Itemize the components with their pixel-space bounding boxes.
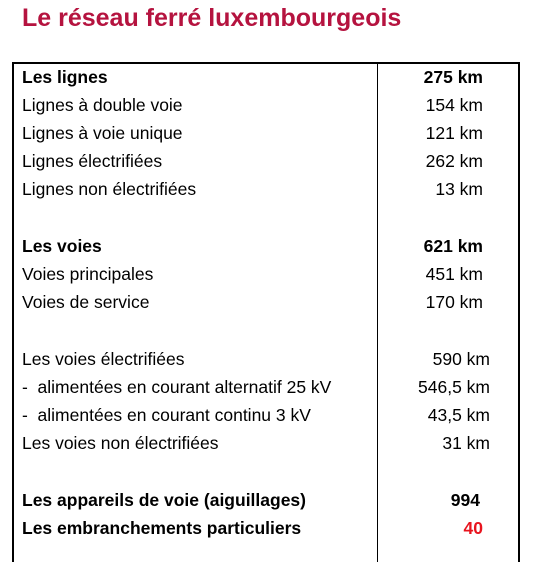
row-value: 590 km (432, 349, 490, 369)
row-value: 40 (463, 518, 483, 538)
row-value: 275 km (423, 67, 483, 87)
row-value: 31 km (442, 433, 490, 453)
row-label: Lignes à voie unique (22, 123, 183, 143)
row-label: Les voies électrifiées (22, 349, 185, 369)
row-label: Lignes électrifiées (22, 151, 163, 171)
column-divider (377, 62, 378, 562)
row-value: 994 (450, 490, 480, 510)
row-label: Les voies non électrifiées (22, 433, 219, 453)
row-value: 546,5 km (418, 377, 490, 397)
row-label: Les appareils de voie (aiguillages) (22, 490, 306, 510)
row-value: 154 km (425, 95, 483, 115)
row-label: - alimentées en courant alternatif 25 kV (22, 377, 332, 397)
table-frame (12, 62, 520, 562)
row-value: 13 km (435, 179, 483, 199)
row-value: 121 km (425, 123, 483, 143)
row-label: Lignes non électrifiées (22, 179, 197, 199)
row-value: 451 km (425, 264, 483, 284)
title: Le réseau ferré luxembourgeois (22, 4, 402, 32)
row-value: 170 km (425, 292, 483, 312)
row-label: Les lignes (22, 67, 108, 87)
row-label: Les voies (22, 236, 102, 256)
row-label: - alimentées en courant continu 3 kV (22, 405, 311, 425)
row-label: Voies principales (22, 264, 154, 284)
row-value: 262 km (425, 151, 483, 171)
row-value: 43,5 km (427, 405, 490, 425)
row-label: Les embranchements particuliers (22, 518, 302, 538)
row-label: Lignes à double voie (22, 95, 183, 115)
row-label: Voies de service (22, 292, 150, 312)
row-value: 621 km (423, 236, 483, 256)
